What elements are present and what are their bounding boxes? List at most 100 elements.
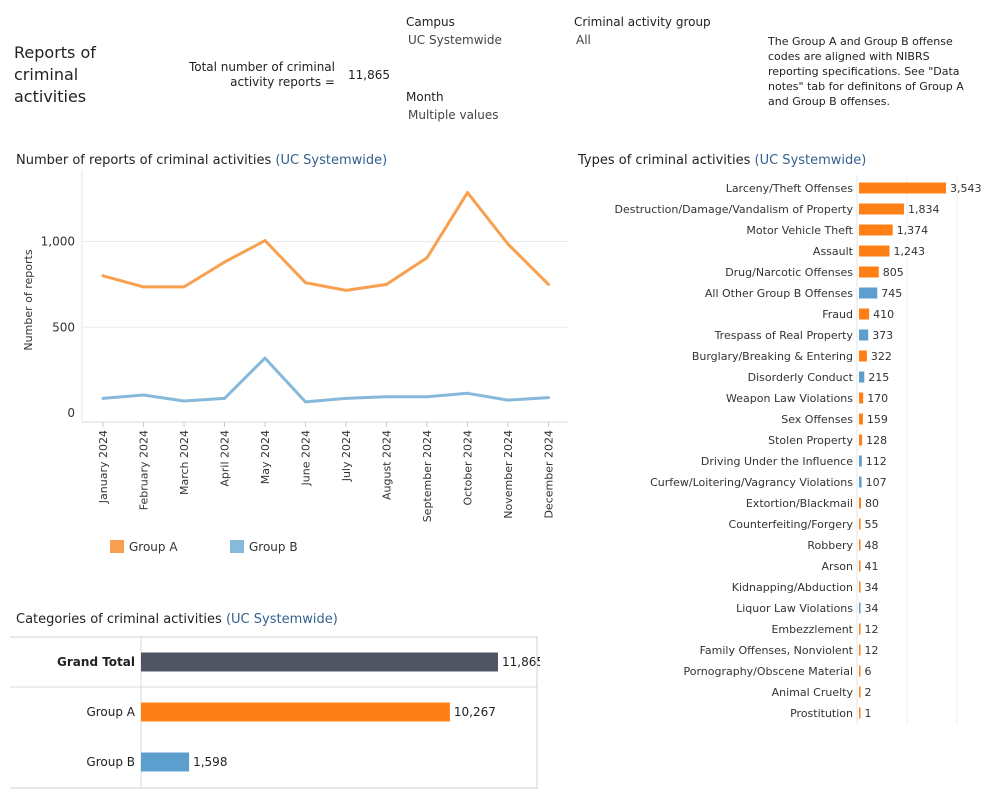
type-label: Fraud xyxy=(822,308,853,321)
data-point-group-a[interactable] xyxy=(344,288,348,292)
data-point-group-b[interactable] xyxy=(101,396,105,400)
data-point-group-a[interactable] xyxy=(385,282,388,286)
type-bar[interactable] xyxy=(859,455,862,467)
data-point-group-b[interactable] xyxy=(263,356,267,360)
type-value-label: 159 xyxy=(867,413,888,426)
type-bar[interactable] xyxy=(859,308,870,320)
month-filter-value[interactable]: Multiple values xyxy=(408,108,499,122)
type-label: Weapon Law Violations xyxy=(726,392,853,405)
type-bar[interactable] xyxy=(859,287,878,299)
type-label: Motor Vehicle Theft xyxy=(746,224,853,237)
type-bar[interactable] xyxy=(859,266,879,278)
data-point-group-b[interactable] xyxy=(466,391,469,395)
data-point-group-a[interactable] xyxy=(142,285,145,289)
data-point-group-b[interactable] xyxy=(142,393,145,397)
group-filter-value[interactable]: All xyxy=(576,33,591,47)
y-tick-label: 1,000 xyxy=(41,235,75,249)
type-bar[interactable] xyxy=(859,329,869,341)
page-title: Reports of criminal activities xyxy=(14,43,96,106)
type-bar[interactable] xyxy=(859,413,863,425)
data-point-group-a[interactable] xyxy=(466,191,469,195)
data-point-group-b[interactable] xyxy=(344,396,348,400)
data-point-group-a[interactable] xyxy=(425,256,429,260)
type-value-label: 373 xyxy=(872,329,893,342)
x-tick-label: September 2024 xyxy=(421,430,434,522)
data-point-group-b[interactable] xyxy=(304,400,307,404)
type-value-label: 12 xyxy=(865,644,879,657)
type-bar[interactable] xyxy=(859,245,890,257)
type-bar[interactable] xyxy=(859,350,867,362)
type-bar[interactable] xyxy=(859,602,861,614)
type-bar[interactable] xyxy=(859,518,861,530)
category-bar[interactable] xyxy=(141,652,498,672)
type-bar[interactable] xyxy=(859,686,861,698)
data-point-group-b[interactable] xyxy=(182,399,186,403)
type-value-label: 107 xyxy=(866,476,887,489)
type-label: Disorderly Conduct xyxy=(748,371,854,384)
category-bar[interactable] xyxy=(141,702,450,722)
type-bar[interactable] xyxy=(859,665,861,677)
month-filter-label: Month xyxy=(406,90,444,104)
x-tick-label: May 2024 xyxy=(259,430,272,484)
type-bar[interactable] xyxy=(859,371,865,383)
x-tick-label: August 2024 xyxy=(381,430,394,500)
data-point-group-b[interactable] xyxy=(223,396,226,400)
type-bar[interactable] xyxy=(859,392,864,404)
type-label: Larceny/Theft Offenses xyxy=(726,182,854,195)
type-value-label: 128 xyxy=(866,434,887,447)
type-bar[interactable] xyxy=(859,434,863,446)
category-bar[interactable] xyxy=(141,752,190,772)
x-tick-label: February 2024 xyxy=(138,430,151,510)
x-tick-label: April 2024 xyxy=(219,430,232,487)
series-line-group-b[interactable] xyxy=(102,356,549,404)
type-label: Extortion/Blackmail xyxy=(746,497,853,510)
type-label: Trespass of Real Property xyxy=(714,329,854,342)
type-label: Driving Under the Influence xyxy=(701,455,853,468)
category-value-label: 10,267 xyxy=(454,705,496,719)
data-point-group-b[interactable] xyxy=(547,396,550,400)
type-bar[interactable] xyxy=(859,476,862,488)
data-point-group-a[interactable] xyxy=(304,281,307,285)
type-bar[interactable] xyxy=(859,581,861,593)
campus-filter-value[interactable]: UC Systemwide xyxy=(408,33,502,47)
type-value-label: 41 xyxy=(865,560,879,573)
series-line-group-a[interactable] xyxy=(102,191,550,292)
type-value-label: 322 xyxy=(871,350,892,363)
data-point-group-b[interactable] xyxy=(506,398,510,402)
type-bar[interactable] xyxy=(859,539,861,551)
data-point-group-b[interactable] xyxy=(385,395,388,399)
type-label: Animal Cruelty xyxy=(772,686,854,699)
legend-label-group-a[interactable]: Group A xyxy=(129,540,178,554)
types-bar-chart: Larceny/Theft Offenses 3,543 Destruction/D… xyxy=(614,175,982,724)
data-point-group-a[interactable] xyxy=(101,274,105,278)
y-axis-title: Number of reports xyxy=(22,249,35,350)
type-bar[interactable] xyxy=(859,560,861,572)
category-value-label: 11,865 xyxy=(502,655,540,669)
type-value-label: 80 xyxy=(865,497,879,510)
data-point-group-a[interactable] xyxy=(547,282,550,286)
type-bar[interactable] xyxy=(859,224,893,236)
data-point-group-a[interactable] xyxy=(182,285,186,289)
type-label: Robbery xyxy=(807,539,853,552)
type-bar[interactable] xyxy=(859,707,861,719)
x-tick-label: December 2024 xyxy=(543,430,556,519)
types-chart-title: Types of criminal activities (UC Systemw… xyxy=(578,153,867,168)
y-tick-label: 500 xyxy=(52,320,75,334)
categories-chart-title: Categories of criminal activities (UC Sy… xyxy=(16,612,338,627)
type-bar[interactable] xyxy=(859,203,904,215)
x-tick-label: March 2024 xyxy=(178,430,191,495)
type-value-label: 1,834 xyxy=(908,203,940,216)
type-bar[interactable] xyxy=(859,644,861,656)
data-point-group-a[interactable] xyxy=(506,242,510,246)
legend-swatch-group-a xyxy=(110,540,124,553)
type-value-label: 805 xyxy=(883,266,904,279)
data-point-group-a[interactable] xyxy=(223,260,226,264)
x-tick-label: July 2024 xyxy=(340,430,353,482)
type-bar[interactable] xyxy=(859,623,861,635)
type-bar[interactable] xyxy=(859,497,861,509)
data-point-group-b[interactable] xyxy=(425,395,429,399)
x-tick-label: November 2024 xyxy=(502,430,515,519)
data-point-group-a[interactable] xyxy=(263,239,267,243)
type-bar[interactable] xyxy=(859,182,946,194)
legend-label-group-b[interactable]: Group B xyxy=(249,540,298,554)
